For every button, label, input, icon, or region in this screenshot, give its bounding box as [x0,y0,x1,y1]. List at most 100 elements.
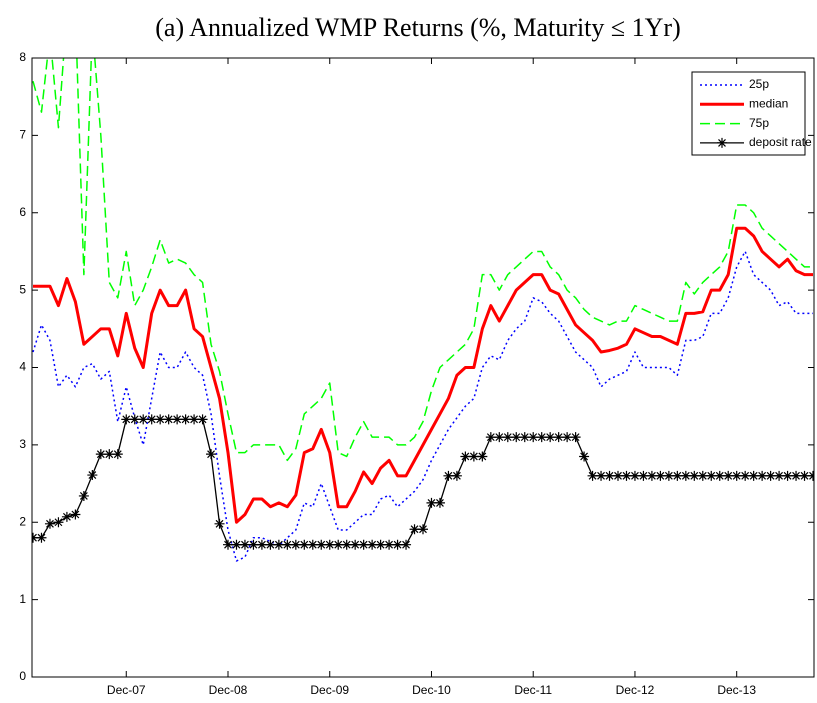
x-tick-label: Dec-07 [107,683,146,697]
series-marker [714,470,725,481]
series-marker [146,414,157,425]
series-marker [248,539,259,550]
series-marker [621,470,632,481]
series-marker [418,524,428,535]
series-marker [706,470,717,481]
series-marker [239,539,250,550]
series-marker [485,432,496,443]
series-marker [494,432,505,443]
series-marker [519,432,530,443]
series-marker [129,414,140,425]
series-marker [350,539,361,550]
series-marker [409,524,420,535]
series-marker [401,539,412,550]
series-marker [367,539,378,550]
series-marker [545,432,556,443]
y-tick-label: 3 [19,437,26,451]
series-marker [112,449,123,460]
legend-box [691,71,806,156]
series-marker [358,539,369,550]
series-marker [70,509,81,520]
series-marker [95,449,106,460]
x-tick-label: Dec-08 [209,683,248,697]
series-marker [256,539,267,550]
series-marker [214,518,225,529]
series-marker [799,470,810,481]
series-marker [740,470,751,481]
plot-content [32,58,814,562]
series-marker [392,539,403,550]
series-marker [121,414,132,425]
series-marker [638,470,649,481]
series-marker [282,539,293,550]
series-marker [434,497,445,508]
series-marker [231,539,242,550]
series-marker [316,539,327,550]
legend-marker [717,137,727,148]
series-marker [748,470,759,481]
series-marker [774,470,785,481]
series-marker [265,539,276,550]
series-marker [384,539,395,550]
series-marker [443,470,454,481]
series-marker [333,539,344,550]
series-marker [655,470,666,481]
series-marker [426,497,437,508]
plot-area [32,58,814,677]
y-tick-label: 1 [19,592,26,606]
series-marker [613,470,623,481]
series-marker [782,470,793,481]
series-marker [765,470,776,481]
series-marker [307,539,318,550]
series-marker [375,539,386,550]
y-tick-label: 6 [19,205,26,219]
series-marker [324,539,335,550]
y-tick-label: 2 [19,514,26,528]
series-marker [579,451,590,462]
series-marker [273,539,284,550]
series-marker [163,414,174,425]
series-marker [32,532,38,543]
chart-title: (a) Annualized WMP Returns (%, Maturity … [155,13,681,42]
series-marker [646,470,657,481]
series-marker [53,517,64,528]
series-marker [44,518,55,529]
series-marker [511,432,522,443]
x-tick-label: Dec-09 [310,683,349,697]
y-tick-label: 0 [19,669,26,683]
legend-label: median [749,96,788,110]
legend-label: 25p [749,77,769,91]
series-marker [663,470,674,481]
series-marker [697,470,708,481]
series-marker [477,451,488,462]
series-line [32,250,813,562]
series-marker [629,470,640,481]
y-tick-label: 4 [19,360,26,374]
x-tick-label: Dec-12 [616,683,655,697]
series-marker [451,470,462,481]
series-marker [341,539,352,550]
y-tick-label: 5 [19,282,26,296]
series-marker [223,539,233,550]
series-line [33,226,813,524]
legend-label: 75p [749,116,769,130]
series-marker [596,470,607,481]
series-marker [570,432,581,443]
y-tick-label: 7 [19,128,26,142]
series-marker [604,470,615,481]
series-marker [468,451,479,462]
series-marker [672,470,683,481]
series-marker [562,432,573,443]
series-marker [206,449,217,460]
series-marker [808,470,814,481]
legend-label: deposit rate [749,135,812,149]
series-marker [689,470,700,481]
series-marker [536,432,547,443]
series-marker [299,539,310,550]
series-marker [731,470,742,481]
series-marker [87,470,98,481]
x-tick-label: Dec-13 [717,683,756,697]
series-marker [460,451,471,462]
series-marker [172,414,183,425]
